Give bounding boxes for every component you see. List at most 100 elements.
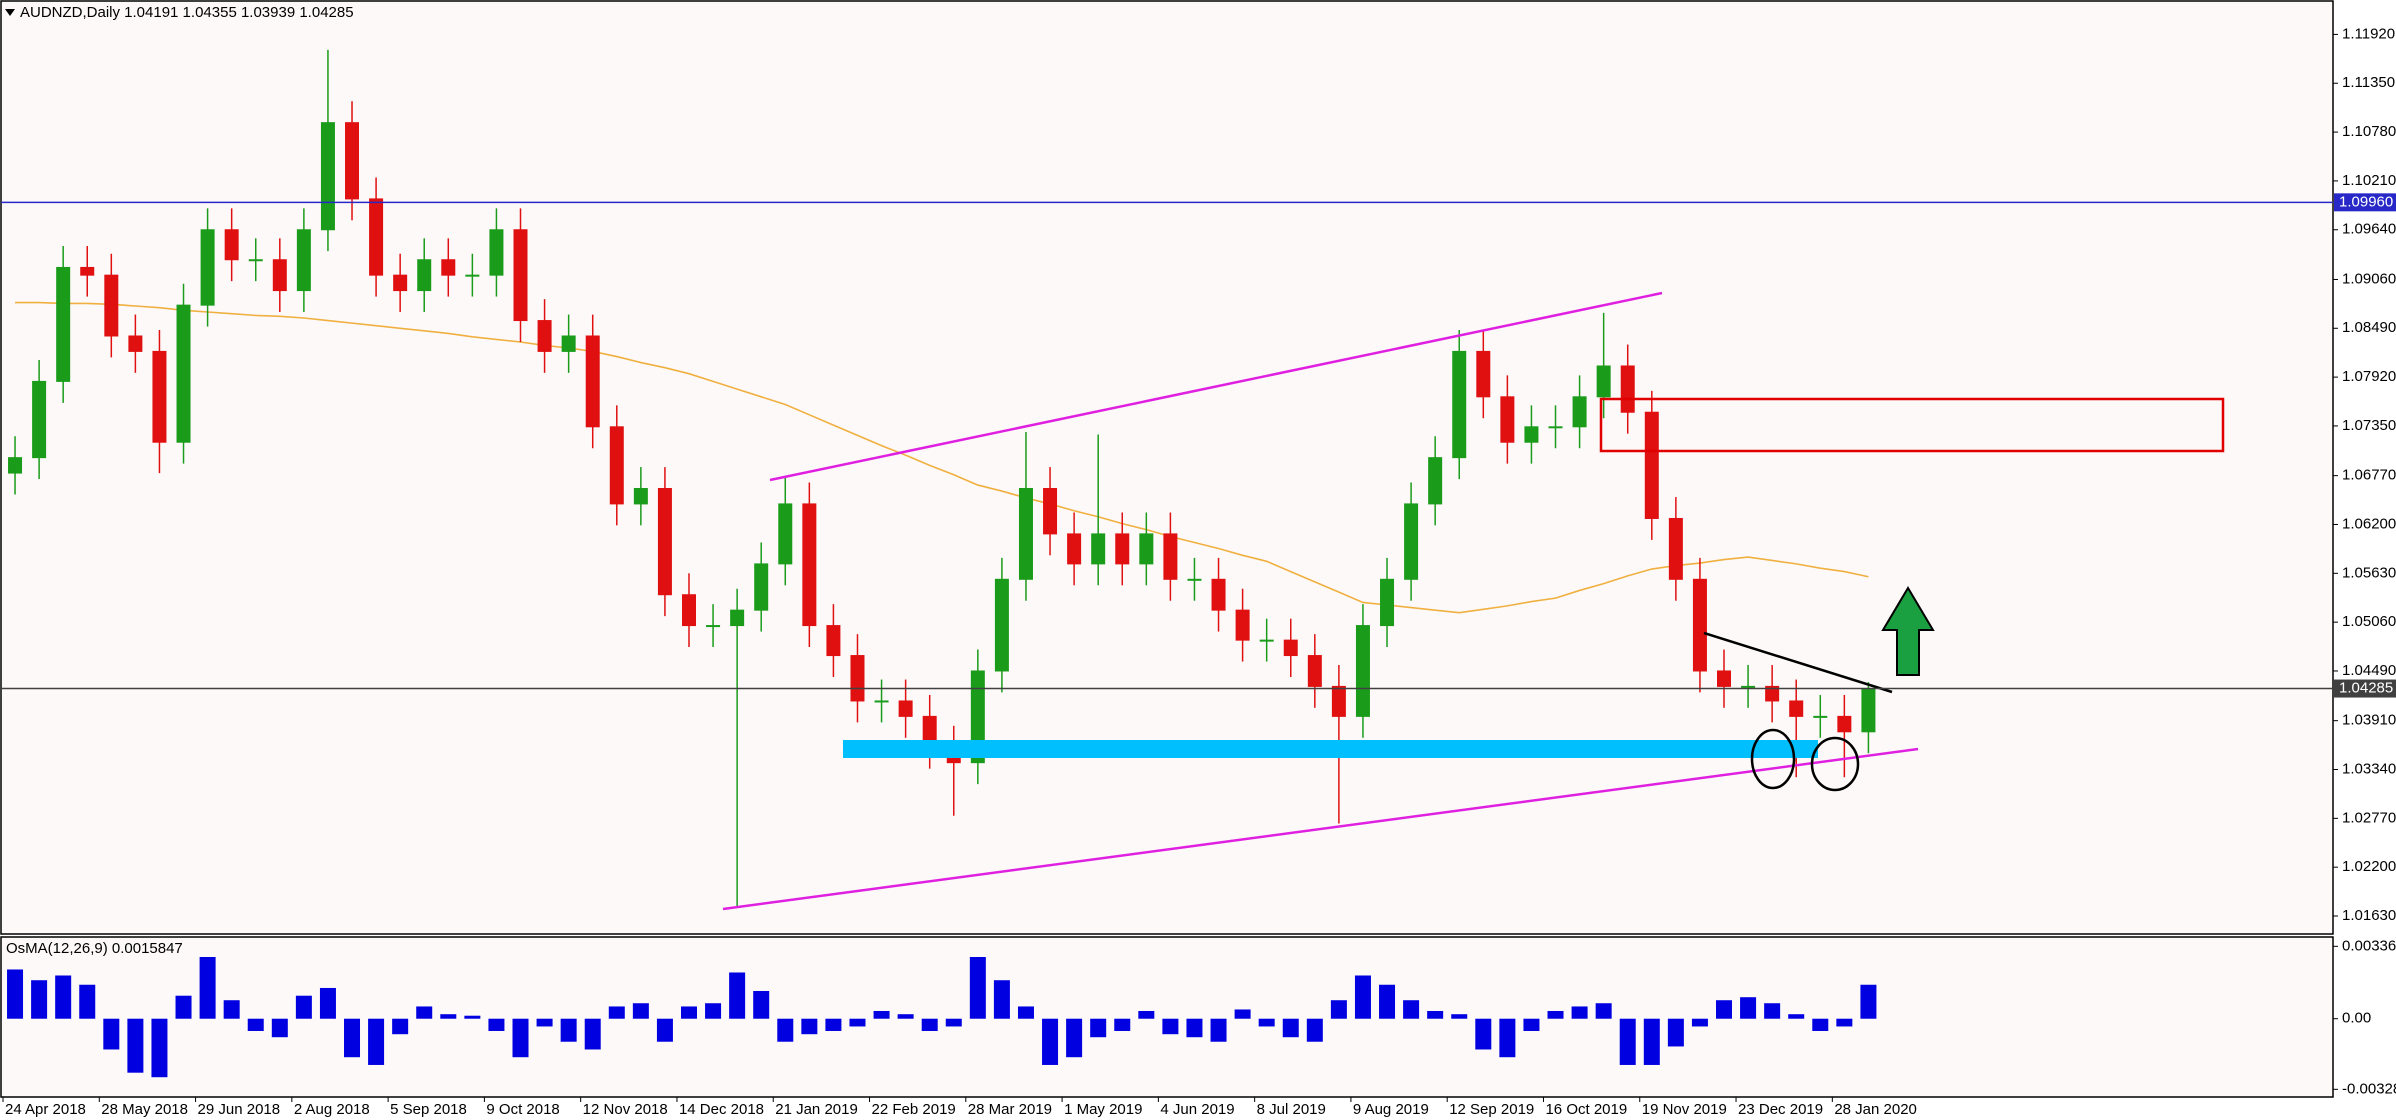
candle-body: [1668, 517, 1683, 580]
candle-body: [1861, 688, 1876, 733]
y-tick-label: 1.02770: [2342, 809, 2396, 826]
y-tick-label: 1.07920: [2342, 368, 2396, 385]
price-level-label: 1.09960: [2339, 193, 2393, 210]
osma-bar: [1547, 1010, 1564, 1019]
y-tick-label: 1.09060: [2342, 270, 2396, 287]
candle-body: [465, 274, 480, 277]
candle-body: [489, 229, 504, 276]
circle-marker: [1750, 728, 1796, 790]
osma-bar: [1282, 1018, 1299, 1038]
candle-body: [1163, 533, 1178, 580]
osma-bar: [873, 1010, 890, 1019]
candle-body: [1355, 625, 1370, 717]
support-zone: [843, 740, 1818, 758]
chart-title: AUDNZD,Daily 1.04191 1.04355 1.03939 1.0…: [20, 4, 354, 21]
candle-body: [1235, 609, 1250, 641]
x-tick-label: 28 Jan 2020: [1834, 1101, 1917, 1118]
resistance-box: [1599, 397, 2225, 453]
osma-bar: [584, 1018, 601, 1050]
osma-bar: [512, 1018, 529, 1058]
y-tick-label: 1.10780: [2342, 123, 2396, 140]
osma-bar: [729, 972, 746, 1019]
up-arrow: [1881, 586, 1935, 676]
x-tick-label: 8 Jul 2019: [1257, 1101, 1326, 1118]
osma-bar: [921, 1018, 938, 1031]
x-tick-label: 24 Apr 2018: [5, 1101, 86, 1118]
candle-body: [1115, 533, 1130, 565]
candle-body: [1091, 533, 1106, 565]
candle-body: [1259, 639, 1274, 642]
candle-body: [80, 266, 95, 276]
y-tick-label: 1.03340: [2342, 760, 2396, 777]
osma-bar: [536, 1018, 553, 1027]
candle-body: [369, 198, 384, 276]
x-tick-label: 22 Feb 2019: [872, 1101, 956, 1118]
x-tick-label: 5 Sep 2018: [390, 1101, 467, 1118]
candle-body: [681, 594, 696, 627]
osma-bar: [464, 1015, 481, 1019]
candle-body: [1524, 426, 1539, 443]
candle-body: [994, 578, 1009, 672]
main-panel: [0, 0, 2334, 935]
circle-marker: [1810, 736, 1860, 792]
osma-bar: [1595, 1003, 1612, 1019]
candle-body: [1813, 715, 1828, 718]
osma-bar: [1403, 1000, 1420, 1019]
osma-bar: [223, 1000, 240, 1019]
osma-bar: [1138, 1010, 1155, 1019]
osma-bar: [1619, 1018, 1636, 1065]
osma-bar: [993, 980, 1010, 1019]
osma-bar: [969, 957, 986, 1019]
candle-body: [754, 563, 769, 611]
osma-bar: [1523, 1018, 1540, 1031]
candle-body: [272, 259, 287, 292]
osma-bar: [1114, 1018, 1131, 1031]
candle-body: [585, 335, 600, 428]
candle-body: [1307, 655, 1322, 687]
osma-bar: [680, 1006, 697, 1019]
osma-bar: [632, 1003, 649, 1019]
x-tick-label: 12 Nov 2018: [583, 1101, 668, 1118]
osma-bar: [127, 1018, 144, 1073]
osma-bar: [1571, 1006, 1588, 1019]
osma-bar: [295, 995, 312, 1019]
candle-body: [561, 335, 576, 352]
candle-body: [1476, 350, 1491, 398]
osma-bar: [705, 1003, 722, 1019]
candle-body: [1548, 426, 1563, 429]
osma-bar: [247, 1018, 264, 1031]
candle-body: [609, 426, 624, 505]
candle-body: [1043, 487, 1058, 535]
osma-bar: [1860, 984, 1877, 1019]
channel-lower: [722, 747, 1919, 911]
osma-bar: [1740, 997, 1757, 1019]
candle-body: [1837, 715, 1852, 733]
candle-body: [850, 655, 865, 702]
osma-bar: [656, 1018, 673, 1042]
y-tick-label: 1.06770: [2342, 467, 2396, 484]
candle-body: [874, 700, 889, 703]
candle-body: [393, 274, 408, 292]
indicator-panel: [0, 936, 2334, 1098]
candle-body: [1067, 533, 1082, 565]
osma-bar: [344, 1018, 361, 1058]
candle-body: [1596, 365, 1611, 398]
candle-body: [1139, 533, 1154, 565]
candle-body: [1404, 503, 1419, 580]
osma-bar: [825, 1018, 842, 1031]
osma-bar: [1643, 1018, 1660, 1065]
candle-body: [1644, 411, 1659, 519]
y-tick-label: 1.02200: [2342, 858, 2396, 875]
y-tick-label: 1.01630: [2342, 907, 2396, 924]
y-tick-label: 1.11920: [2342, 25, 2395, 42]
candle-body: [8, 457, 23, 474]
channel-upper: [769, 291, 1663, 482]
candle-body: [345, 122, 360, 200]
osma-bar: [1788, 1014, 1805, 1019]
x-tick-label: 16 Oct 2019: [1545, 1101, 1627, 1118]
y-tick-label: 1.05630: [2342, 564, 2396, 581]
x-tick-label: 2 Aug 2018: [294, 1101, 370, 1118]
candle-body: [1018, 487, 1033, 580]
moving-average: [15, 301, 1869, 614]
price-level-label: 1.04285: [2339, 680, 2393, 697]
